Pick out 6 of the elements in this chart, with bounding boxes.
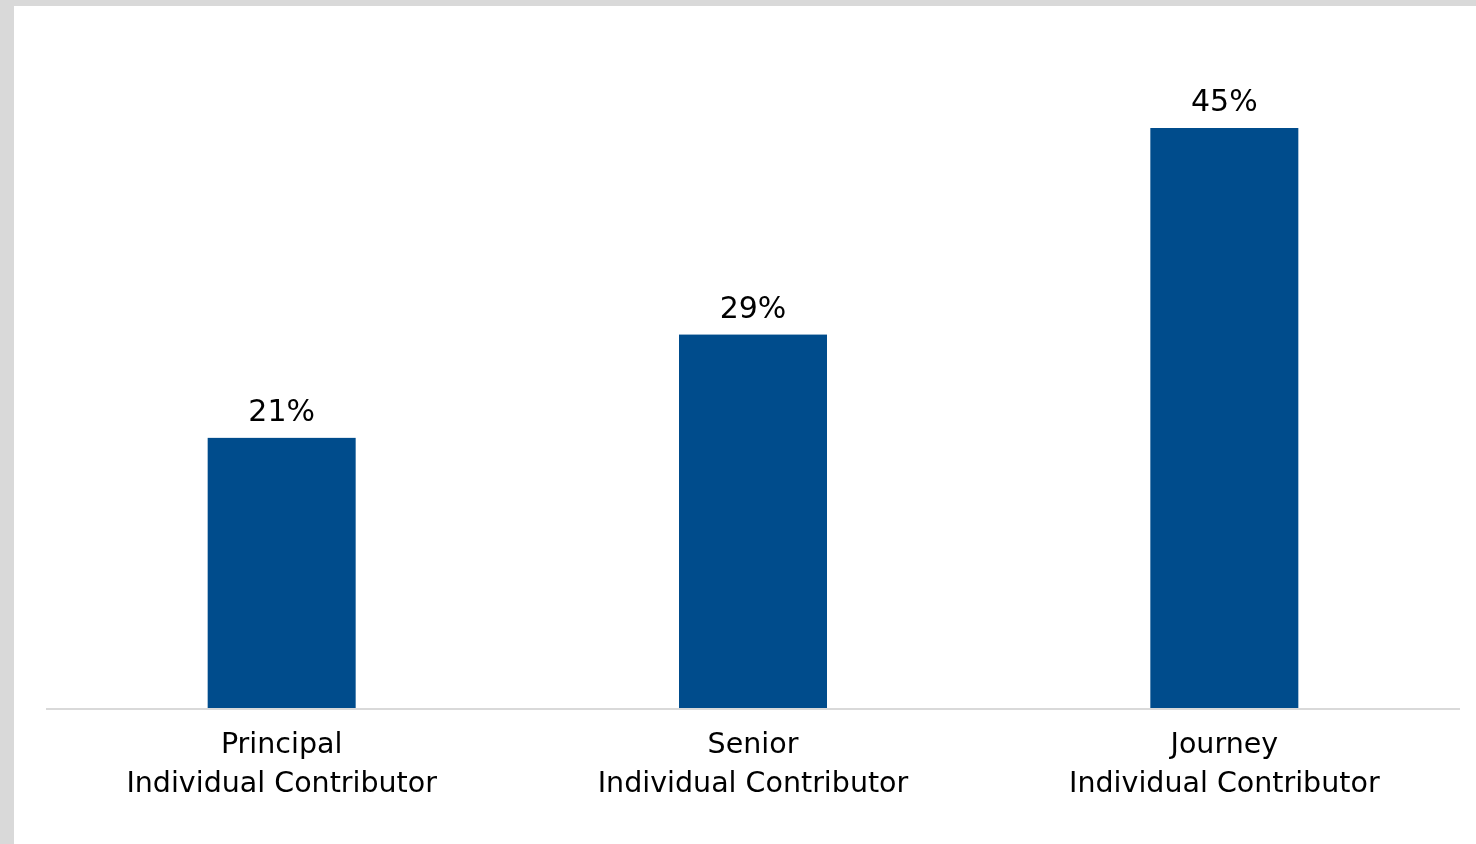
x-tick-label: Principal Individual Contributor <box>126 727 438 799</box>
data-label: 29% <box>719 289 787 325</box>
x-tick-label: Journey Individual Contributor <box>1069 727 1380 799</box>
data-label: 45% <box>1190 83 1258 118</box>
x-tick-label: Senior Individual Contributor <box>597 727 909 799</box>
data-label: 21% <box>248 392 316 428</box>
